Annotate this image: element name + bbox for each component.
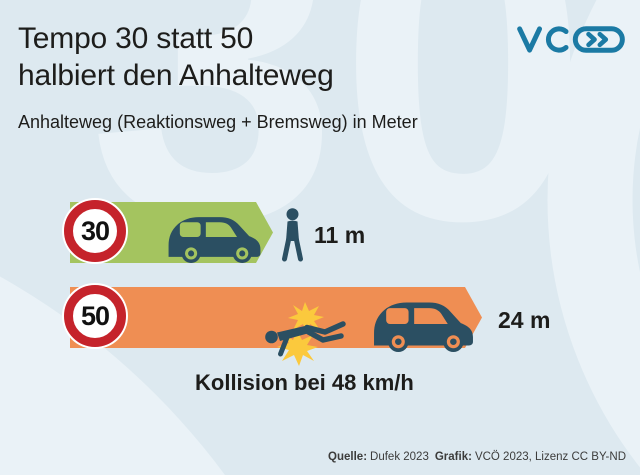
car-wheels [388,331,464,352]
source-credit-line: Quelle: Dufek 2023 Grafik: VCÖ 2023, Lizenz… [328,451,626,463]
distance-label-30: 11 m [314,222,366,248]
car-icon-tempo-50 [374,302,473,352]
car-wheels [181,243,252,263]
car-icon-tempo-30 [168,217,261,263]
title-line-2: halbiert den Anhalteweg [18,59,334,92]
title-line-1: Tempo 30 statt 50 [18,22,254,55]
distance-label-50: 24 m [498,307,551,333]
source-label: Quelle: [328,451,368,463]
source-value: Dufek 2023 [370,451,429,463]
speed-limit-50-value: 50 [80,300,110,331]
logo-chevron-2-icon [597,31,609,48]
logo-letter-v [517,26,543,53]
credit-value: VCÖ 2023, Lizenz CC BY-ND [474,451,626,463]
watermark-curve-bottom-left [0,276,225,475]
credit-label: Grafik: [434,451,472,463]
vcoe-logo [517,26,625,53]
speed-limit-sign-30: 30 [64,200,126,262]
logo-letter-c [545,26,569,53]
page-title: Tempo 30 statt 50 halbiert den Anhaltewe… [18,20,334,94]
watermark-ring-right [547,0,640,468]
speed-limit-sign-50: 50 [64,285,126,347]
collision-caption: Kollision bei 48 km/h [195,370,414,395]
chart-subtitle: Anhalteweg (Reaktionsweg + Bremsweg) in … [18,112,418,132]
collision-icon [265,302,346,366]
logo-letter-oe [572,26,625,53]
logo-chevron-1-icon [586,31,597,48]
pedestrian-icon [282,208,303,262]
speed-limit-30-value: 30 [80,215,110,246]
collision-burst-top-icon [288,302,324,334]
